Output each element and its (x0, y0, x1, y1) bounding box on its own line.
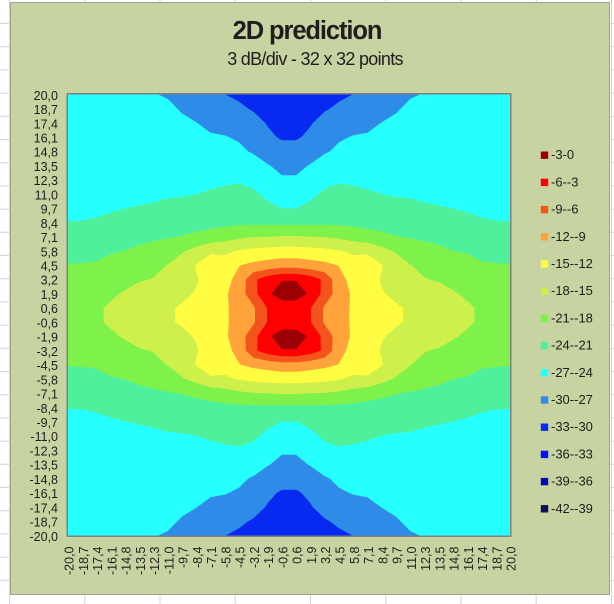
svg-text:5,8: 5,8 (41, 245, 58, 259)
svg-text:3,2: 3,2 (41, 274, 58, 288)
svg-text:-5,8: -5,8 (36, 373, 58, 387)
svg-text:-3,2: -3,2 (248, 546, 262, 568)
svg-text:-42--39: -42--39 (551, 501, 593, 516)
svg-text:-9--6: -9--6 (551, 202, 578, 217)
svg-text:13,5: 13,5 (433, 546, 447, 570)
svg-text:-21--18: -21--18 (551, 310, 593, 325)
svg-text:18,7: 18,7 (34, 103, 58, 117)
svg-text:7,1: 7,1 (362, 546, 376, 563)
svg-text:-20,0: -20,0 (30, 530, 59, 544)
svg-text:0,6: 0,6 (291, 546, 305, 563)
svg-text:-36--33: -36--33 (551, 446, 593, 461)
svg-text:16,1: 16,1 (34, 131, 58, 145)
svg-text:-14,8: -14,8 (120, 546, 134, 575)
svg-text:8,4: 8,4 (41, 217, 58, 231)
svg-text:-17,4: -17,4 (91, 546, 105, 575)
svg-text:14,8: 14,8 (448, 546, 462, 570)
svg-text:-7,1: -7,1 (205, 546, 219, 568)
svg-text:-5,8: -5,8 (219, 546, 233, 568)
svg-text:-15--12: -15--12 (551, 256, 593, 271)
svg-text:-16,1: -16,1 (105, 546, 119, 575)
svg-text:-20,0: -20,0 (63, 546, 77, 575)
svg-text:-7,1: -7,1 (36, 387, 58, 401)
svg-text:-18,7: -18,7 (30, 516, 59, 530)
svg-text:14,8: 14,8 (34, 146, 58, 160)
svg-text:20,0: 20,0 (505, 546, 519, 570)
svg-text:12,3: 12,3 (419, 546, 433, 570)
svg-text:-3-0: -3-0 (551, 147, 574, 162)
svg-text:7,1: 7,1 (41, 231, 58, 245)
svg-text:17,4: 17,4 (34, 117, 58, 131)
svg-text:-0,6: -0,6 (276, 546, 290, 568)
svg-text:-30--27: -30--27 (551, 392, 593, 407)
svg-text:-24--21: -24--21 (551, 338, 593, 353)
svg-text:0,6: 0,6 (41, 302, 58, 316)
svg-text:4,5: 4,5 (333, 546, 347, 563)
svg-text:-16,1: -16,1 (30, 487, 59, 501)
svg-text:8,4: 8,4 (376, 546, 390, 563)
svg-text:-9,7: -9,7 (177, 546, 191, 568)
svg-text:-11,0: -11,0 (30, 430, 58, 444)
svg-text:-39--36: -39--36 (551, 474, 593, 489)
svg-text:-18,7: -18,7 (77, 546, 91, 575)
svg-text:-0,6: -0,6 (36, 316, 58, 330)
svg-text:-17,4: -17,4 (30, 501, 59, 515)
svg-text:-4,5: -4,5 (234, 546, 248, 568)
svg-text:1,9: 1,9 (305, 546, 319, 563)
svg-text:-12,3: -12,3 (30, 444, 59, 458)
svg-text:16,1: 16,1 (462, 546, 476, 570)
svg-text:-14,8: -14,8 (30, 473, 59, 487)
svg-text:-6--3: -6--3 (551, 174, 578, 189)
svg-text:-8,4: -8,4 (191, 546, 205, 568)
svg-text:-27--24: -27--24 (551, 365, 593, 380)
svg-text:5,8: 5,8 (348, 546, 362, 563)
svg-text:12,3: 12,3 (34, 174, 58, 188)
svg-text:-13,5: -13,5 (30, 459, 59, 473)
svg-text:-33--30: -33--30 (551, 419, 593, 434)
svg-text:3,2: 3,2 (319, 546, 333, 563)
svg-text:-12,3: -12,3 (148, 546, 162, 575)
svg-text:-4,5: -4,5 (36, 359, 58, 373)
svg-text:-18--15: -18--15 (551, 283, 593, 298)
svg-text:9,7: 9,7 (390, 546, 404, 563)
svg-text:1,9: 1,9 (41, 288, 58, 302)
svg-text:-13,5: -13,5 (134, 546, 148, 575)
svg-text:-8,4: -8,4 (36, 402, 58, 416)
svg-text:11,0: 11,0 (405, 546, 419, 569)
svg-text:18,7: 18,7 (490, 546, 504, 570)
svg-text:-1,9: -1,9 (262, 546, 276, 568)
svg-text:9,7: 9,7 (41, 203, 58, 217)
svg-text:-11,0: -11,0 (162, 546, 176, 574)
svg-text:-3,2: -3,2 (36, 345, 58, 359)
svg-text:11,0: 11,0 (35, 188, 58, 202)
svg-text:17,4: 17,4 (476, 546, 490, 570)
svg-text:-1,9: -1,9 (36, 331, 58, 345)
svg-text:4,5: 4,5 (41, 259, 58, 273)
svg-text:13,5: 13,5 (34, 160, 58, 174)
svg-text:20,0: 20,0 (34, 89, 58, 103)
svg-text:-9,7: -9,7 (36, 416, 58, 430)
svg-text:-12--9: -12--9 (551, 229, 586, 244)
